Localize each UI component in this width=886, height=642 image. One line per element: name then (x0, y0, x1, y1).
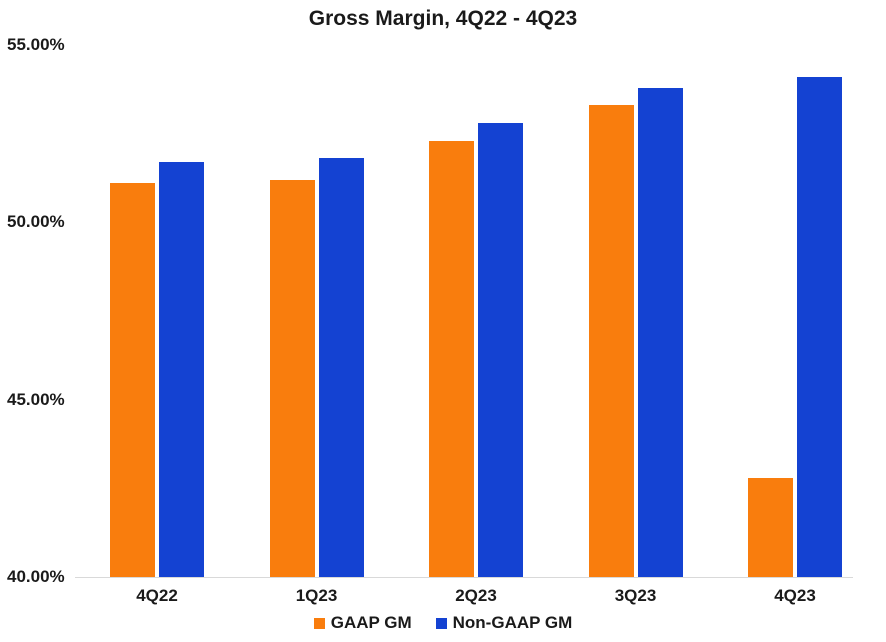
y-tick-label: 45.00% (7, 389, 65, 409)
x-category-label: 3Q23 (614, 586, 657, 605)
x-category-label: 4Q22 (136, 586, 178, 605)
x-category-label: 2Q23 (455, 586, 497, 605)
legend: GAAP GM Non-GAAP GM (0, 612, 886, 634)
bar-gaap-gm-4q22 (110, 183, 155, 577)
y-tick-label: 40.00% (7, 567, 65, 586)
bar-gaap-gm-1q23 (269, 179, 315, 577)
y-tick-label: 50.00% (7, 212, 65, 232)
bar-non-gaap-gm-4q23 (797, 76, 842, 577)
chart-title: Gross Margin, 4Q22 - 4Q23 (308, 7, 578, 30)
bar-non-gaap-gm-3q23 (637, 87, 683, 577)
legend-item: GAAP GM (313, 613, 412, 633)
bar-non-gaap-gm-1q23 (318, 158, 364, 577)
bar-gaap-gm-2q23 (429, 140, 474, 577)
bar-non-gaap-gm-4q22 (159, 162, 204, 577)
bar-non-gaap-gm-2q23 (478, 123, 523, 577)
legend-label: GAAP GM (330, 613, 412, 632)
x-axis-line (75, 577, 853, 578)
legend-swatch-icon (313, 617, 325, 629)
legend-item: Non-GAAP GM (435, 613, 573, 633)
x-category-label: 4Q23 (774, 586, 816, 605)
bar-gaap-gm-4q23 (748, 477, 793, 577)
y-tick-label: 55.00% (7, 35, 65, 54)
legend-label: Non-GAAP GM (452, 613, 573, 632)
x-category-label: 1Q23 (295, 586, 338, 605)
legend-swatch-icon (435, 617, 447, 629)
bar-gaap-gm-3q23 (588, 105, 634, 577)
